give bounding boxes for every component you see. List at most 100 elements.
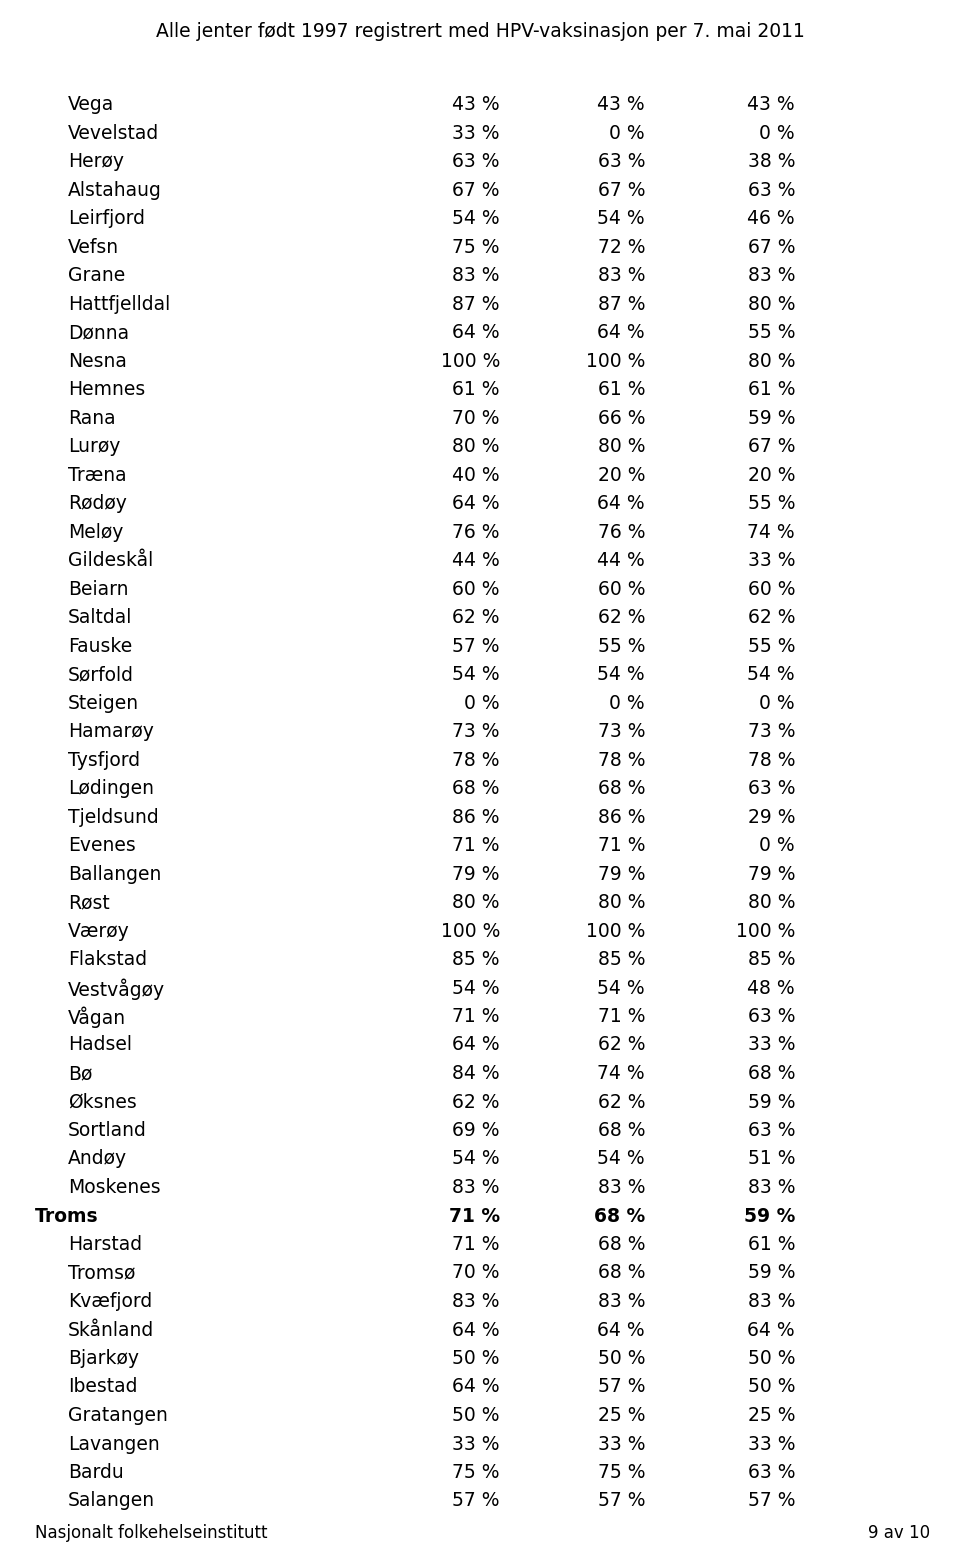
Text: Vefsn: Vefsn: [68, 237, 119, 257]
Text: 80 %: 80 %: [452, 437, 500, 455]
Text: 78 %: 78 %: [748, 751, 795, 770]
Text: 83 %: 83 %: [452, 1292, 500, 1310]
Text: 67 %: 67 %: [452, 181, 500, 200]
Text: Kvæfjord: Kvæfjord: [68, 1292, 153, 1310]
Text: 83 %: 83 %: [452, 1177, 500, 1197]
Text: 25 %: 25 %: [748, 1406, 795, 1425]
Text: Værøy: Værøy: [68, 922, 130, 940]
Text: 60 %: 60 %: [597, 579, 645, 598]
Text: 46 %: 46 %: [748, 209, 795, 228]
Text: 43 %: 43 %: [452, 94, 500, 115]
Text: 54 %: 54 %: [597, 979, 645, 998]
Text: 61 %: 61 %: [452, 380, 500, 400]
Text: 64 %: 64 %: [748, 1320, 795, 1340]
Text: Leirfjord: Leirfjord: [68, 209, 145, 228]
Text: 63 %: 63 %: [748, 181, 795, 200]
Text: 87 %: 87 %: [597, 294, 645, 313]
Text: 20 %: 20 %: [748, 466, 795, 485]
Text: 38 %: 38 %: [748, 152, 795, 170]
Text: 70 %: 70 %: [452, 409, 500, 428]
Text: 61 %: 61 %: [748, 1235, 795, 1255]
Text: 59 %: 59 %: [748, 1264, 795, 1283]
Text: Bø: Bø: [68, 1064, 92, 1083]
Text: 100 %: 100 %: [441, 352, 500, 370]
Text: Gratangen: Gratangen: [68, 1406, 168, 1425]
Text: 74 %: 74 %: [748, 522, 795, 542]
Text: 57 %: 57 %: [748, 1492, 795, 1510]
Text: 43 %: 43 %: [748, 94, 795, 115]
Text: 85 %: 85 %: [452, 950, 500, 970]
Text: 73 %: 73 %: [748, 722, 795, 740]
Text: 33 %: 33 %: [452, 1434, 500, 1453]
Text: 44 %: 44 %: [597, 551, 645, 570]
Text: 71 %: 71 %: [452, 1007, 500, 1025]
Text: 63 %: 63 %: [452, 152, 500, 170]
Text: 72 %: 72 %: [597, 237, 645, 257]
Text: Ballangen: Ballangen: [68, 864, 161, 883]
Text: 78 %: 78 %: [452, 751, 500, 770]
Text: 63 %: 63 %: [748, 779, 795, 798]
Text: 83 %: 83 %: [748, 1292, 795, 1310]
Text: 62 %: 62 %: [597, 1035, 645, 1055]
Text: 63 %: 63 %: [748, 1007, 795, 1025]
Text: 71 %: 71 %: [597, 1007, 645, 1025]
Text: 54 %: 54 %: [597, 665, 645, 685]
Text: 83 %: 83 %: [748, 1177, 795, 1197]
Text: 59 %: 59 %: [748, 409, 795, 428]
Text: Harstad: Harstad: [68, 1235, 142, 1255]
Text: 67 %: 67 %: [748, 237, 795, 257]
Text: 61 %: 61 %: [597, 380, 645, 400]
Text: 64 %: 64 %: [452, 1320, 500, 1340]
Text: Alstahaug: Alstahaug: [68, 181, 162, 200]
Text: 79 %: 79 %: [597, 864, 645, 883]
Text: 80 %: 80 %: [597, 437, 645, 455]
Text: 68 %: 68 %: [452, 779, 500, 798]
Text: 66 %: 66 %: [597, 409, 645, 428]
Text: 57 %: 57 %: [452, 637, 500, 655]
Text: Salangen: Salangen: [68, 1492, 156, 1510]
Text: 85 %: 85 %: [748, 950, 795, 970]
Text: 68 %: 68 %: [597, 1264, 645, 1283]
Text: Tysfjord: Tysfjord: [68, 751, 140, 770]
Text: 54 %: 54 %: [597, 1149, 645, 1168]
Text: 59 %: 59 %: [744, 1207, 795, 1225]
Text: Vestvågøy: Vestvågøy: [68, 979, 165, 1001]
Text: 68 %: 68 %: [597, 779, 645, 798]
Text: Sortland: Sortland: [68, 1121, 147, 1140]
Text: 60 %: 60 %: [452, 579, 500, 598]
Text: 33 %: 33 %: [748, 551, 795, 570]
Text: 29 %: 29 %: [748, 807, 795, 827]
Text: 62 %: 62 %: [597, 1092, 645, 1112]
Text: 75 %: 75 %: [452, 237, 500, 257]
Text: 71 %: 71 %: [452, 1235, 500, 1255]
Text: Flakstad: Flakstad: [68, 950, 147, 970]
Text: 70 %: 70 %: [452, 1264, 500, 1283]
Text: 33 %: 33 %: [748, 1434, 795, 1453]
Text: Tromsø: Tromsø: [68, 1264, 135, 1283]
Text: 0 %: 0 %: [610, 124, 645, 143]
Text: 68 %: 68 %: [748, 1064, 795, 1083]
Text: Vågan: Vågan: [68, 1007, 126, 1029]
Text: 50 %: 50 %: [452, 1349, 500, 1368]
Text: 62 %: 62 %: [452, 609, 500, 627]
Text: 83 %: 83 %: [748, 266, 795, 285]
Text: 71 %: 71 %: [597, 836, 645, 855]
Text: 44 %: 44 %: [452, 551, 500, 570]
Text: 62 %: 62 %: [452, 1092, 500, 1112]
Text: Lavangen: Lavangen: [68, 1434, 159, 1453]
Text: Røst: Røst: [68, 894, 109, 912]
Text: 50 %: 50 %: [748, 1349, 795, 1368]
Text: 48 %: 48 %: [748, 979, 795, 998]
Text: 63 %: 63 %: [597, 152, 645, 170]
Text: 64 %: 64 %: [452, 1377, 500, 1397]
Text: 0 %: 0 %: [759, 836, 795, 855]
Text: 25 %: 25 %: [597, 1406, 645, 1425]
Text: Rana: Rana: [68, 409, 115, 428]
Text: 43 %: 43 %: [597, 94, 645, 115]
Text: Tjeldsund: Tjeldsund: [68, 807, 158, 827]
Text: 63 %: 63 %: [748, 1121, 795, 1140]
Text: 55 %: 55 %: [748, 494, 795, 513]
Text: 100 %: 100 %: [735, 922, 795, 940]
Text: 71 %: 71 %: [452, 836, 500, 855]
Text: 83 %: 83 %: [597, 1177, 645, 1197]
